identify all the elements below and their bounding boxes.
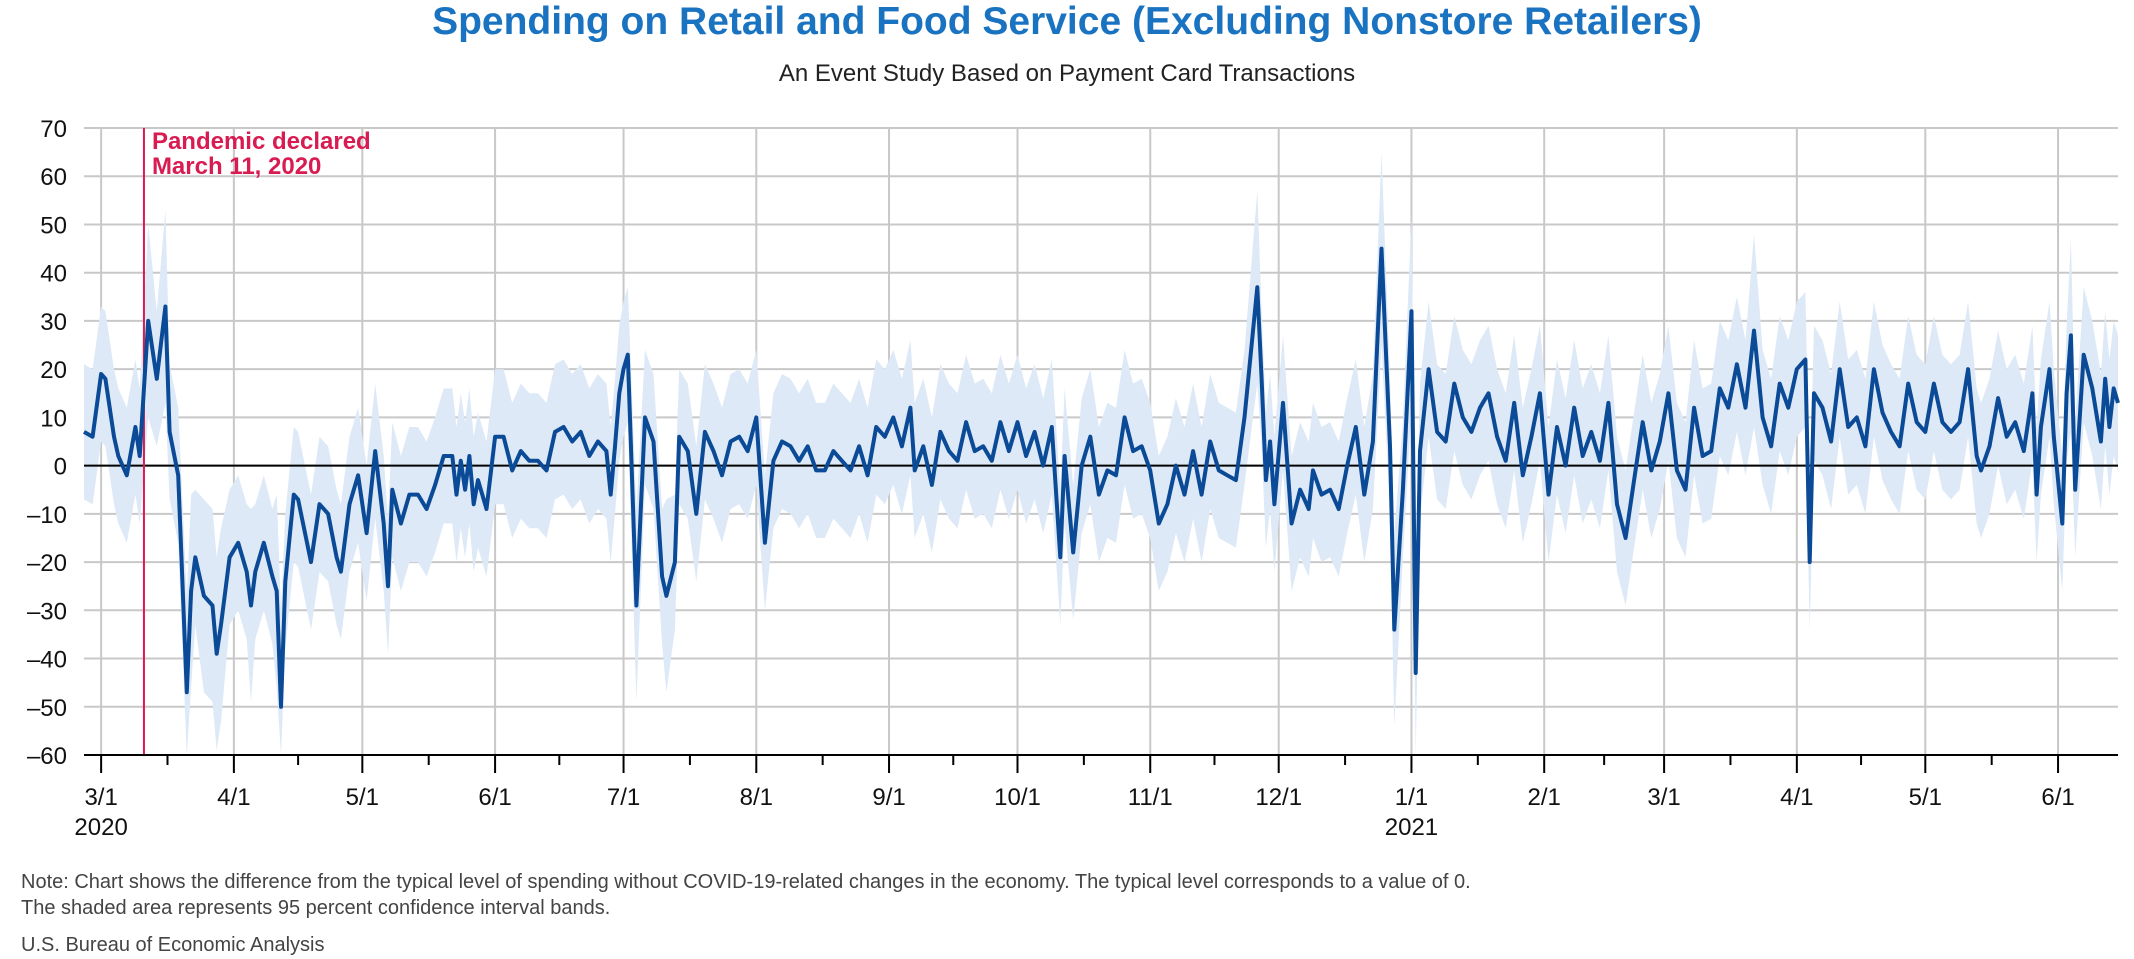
x-tick-label: 1/1 xyxy=(1395,784,1428,811)
y-tick-label: 30 xyxy=(40,309,67,336)
y-tick-label: –20 xyxy=(27,550,67,577)
y-tick-label: 40 xyxy=(40,261,67,288)
x-tick-label: 7/1 xyxy=(607,784,640,811)
confidence-band-layer xyxy=(84,152,2118,756)
x-year-label: 2021 xyxy=(1385,814,1438,841)
y-tick-label: –60 xyxy=(27,743,67,770)
y-tick-label: 10 xyxy=(40,405,67,432)
y-tick-label: 0 xyxy=(54,454,67,481)
x-tick-label: 6/1 xyxy=(478,784,511,811)
x-tick-label: 11/1 xyxy=(1128,784,1173,811)
y-tick-label: 20 xyxy=(40,357,67,384)
event-label-line-2: March 11, 2020 xyxy=(152,153,321,180)
axis-layer: 70 60 50 40 30 20 10 0 –10 –20 –30 –40 –50 –60 3/1 2020… xyxy=(27,116,2118,841)
x-tick-label: 4/1 xyxy=(1780,784,1813,811)
x-tick-label: 6/1 xyxy=(2041,784,2074,811)
y-tick-label: –10 xyxy=(27,502,67,529)
x-tick-label: 9/1 xyxy=(872,784,905,811)
series-line-layer xyxy=(83,246,2120,709)
y-tick-label: –30 xyxy=(27,598,67,625)
event-label-line-1: Pandemic declared xyxy=(152,128,371,155)
x-year-label: 2020 xyxy=(74,814,127,841)
y-tick-label: –50 xyxy=(27,695,67,722)
x-tick-label: 3/1 xyxy=(1647,784,1680,811)
y-tick-label: 50 xyxy=(40,212,67,239)
x-tick-label: 2/1 xyxy=(1528,784,1561,811)
x-tick-label: 8/1 xyxy=(740,784,773,811)
x-tick-label: 12/1 xyxy=(1255,784,1302,811)
chart-subtitle: An Event Study Based on Payment Card Tra… xyxy=(778,60,1356,87)
y-tick-label: –40 xyxy=(27,647,67,674)
note-line-1: Note: Chart shows the difference from th… xyxy=(21,871,1471,893)
x-tick-label: 5/1 xyxy=(346,784,379,811)
x-tick-label: 4/1 xyxy=(217,784,250,811)
x-tick-label: 3/1 xyxy=(84,784,117,811)
x-tick-label: 5/1 xyxy=(1909,784,1942,811)
source-credit: U.S. Bureau of Economic Analysis xyxy=(21,934,325,956)
y-tick-label: 60 xyxy=(40,164,67,191)
spending-series-line xyxy=(83,246,2120,709)
chart-title: Spending on Retail and Food Service (Exc… xyxy=(432,0,1702,43)
note-line-2: The shaded area represents 95 percent co… xyxy=(21,897,611,919)
x-tick-label: 10/1 xyxy=(994,784,1041,811)
confidence-band xyxy=(84,152,2118,756)
y-tick-label: 70 xyxy=(40,116,67,143)
